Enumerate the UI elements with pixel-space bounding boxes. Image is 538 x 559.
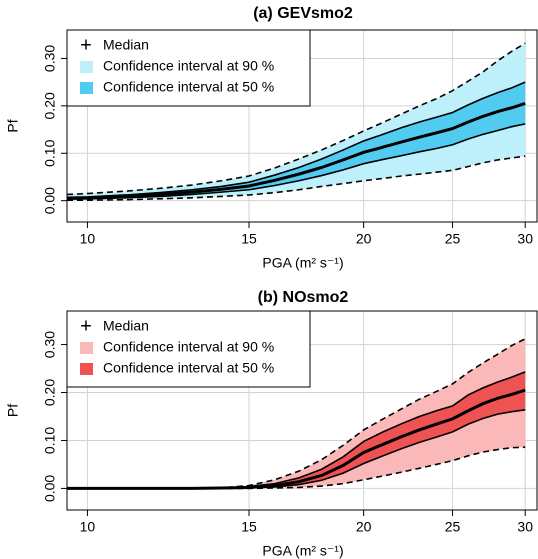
legend-label: Confidence interval at 90 % [103,339,274,355]
confidence-band [67,338,526,489]
y-tick-label: 0.00 [42,475,58,502]
x-tick-label: 15 [241,519,257,535]
panel: (a) GEVsmo2 PGA (m² s⁻¹) Pf 10 15 20 25 30 0.00 0… [5,5,538,271]
legend-label: Confidence interval at 50 % [103,79,274,95]
bound-line [66,81,526,199]
legend-label: Confidence interval at 50 % [103,360,274,376]
x-tick-label: 20 [356,519,372,535]
bound-line [67,155,526,201]
y-tick-label: 0.00 [42,187,58,214]
legend: + Median Confidence interval at 90 % Confid… [66,310,311,388]
y-tick-label: 0.20 [42,92,58,119]
x-tick-label: 30 [517,231,533,247]
legend-box [66,310,311,388]
y-tick-label: 0.10 [42,139,58,166]
y-tick-label: 0.20 [42,379,58,406]
legend-label: Median [103,37,149,53]
chart-title: (a) GEVsmo2 [253,5,353,22]
x-tick-label: 15 [241,231,257,247]
x-tick-label: 10 [80,519,96,535]
panel: (b) NOsmo2 PGA (m² s⁻¹) Pf 10 15 20 25 30 0.00 0.… [5,289,538,559]
legend-swatch [80,363,93,375]
legend-swatch [80,342,93,354]
legend-label: Median [103,318,149,334]
legend-label: Confidence interval at 90 % [103,58,274,74]
median-line [66,102,526,200]
y-axis-label: Pf [5,119,21,132]
x-tick-label: 25 [445,231,461,247]
legend-swatch [80,61,93,73]
confidence-band [67,371,526,489]
x-tick-label: 10 [80,231,96,247]
legend-box [66,29,311,107]
x-tick-label: 30 [517,519,533,535]
bound-line [66,123,526,201]
chart-title: (b) NOsmo2 [258,289,349,306]
y-axis-label: Pf [5,404,21,417]
legend: + Median Confidence interval at 90 % Confid… [66,29,311,107]
x-axis-label: PGA (m² s⁻¹) [262,543,343,559]
y-tick-label: 0.30 [42,45,58,72]
bound-line [66,42,526,196]
median-line [67,388,526,490]
x-tick-label: 25 [445,519,461,535]
y-tick-label: 0.10 [42,427,58,454]
x-tick-label: 20 [356,231,372,247]
legend-swatch [80,82,93,94]
legend-symbol: + [80,315,92,337]
x-axis-label: PGA (m² s⁻¹) [262,255,343,271]
y-tick-label: 0.30 [42,331,58,358]
legend-symbol: + [80,34,92,56]
confidence-band [67,43,526,201]
bound-line [67,446,526,490]
